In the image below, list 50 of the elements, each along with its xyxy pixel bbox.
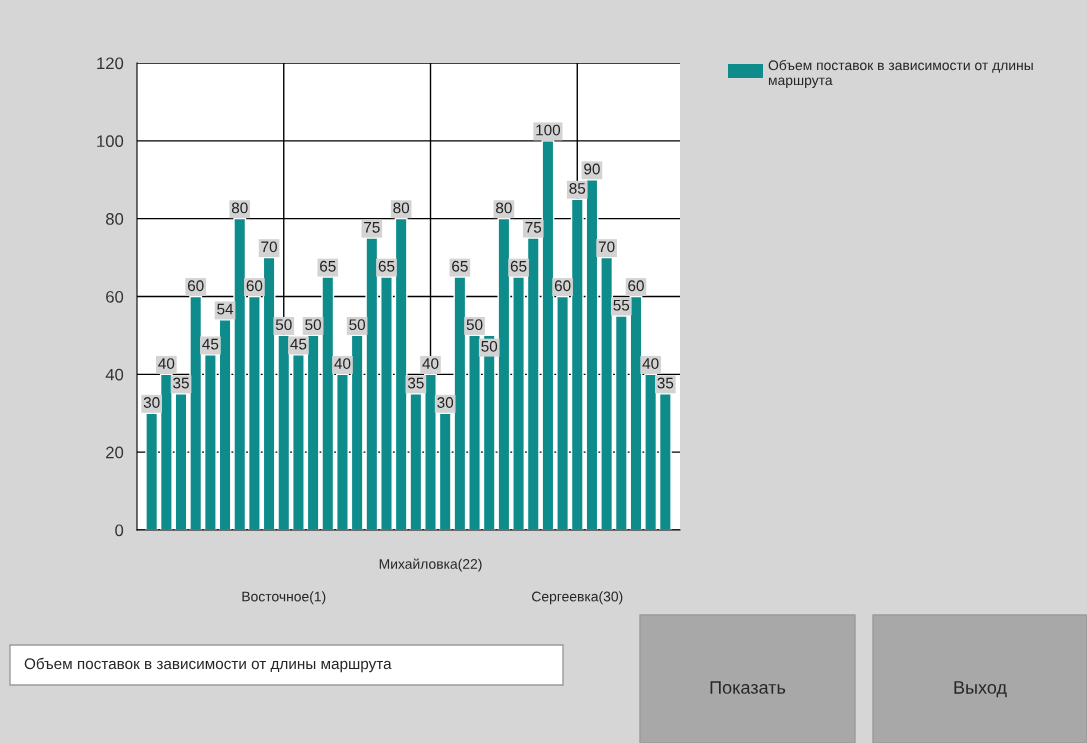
y-tick-label: 20 bbox=[106, 446, 124, 459]
data-label: 50 bbox=[305, 319, 322, 331]
x-tick-label: Сергеевка(30) bbox=[532, 591, 623, 605]
data-label: 75 bbox=[525, 222, 542, 233]
data-label: 60 bbox=[554, 280, 571, 292]
data-label: 50 bbox=[481, 340, 498, 352]
data-label: 65 bbox=[510, 260, 527, 272]
data-label: 85 bbox=[569, 183, 586, 194]
data-label: 70 bbox=[598, 241, 615, 253]
data-label: 35 bbox=[657, 377, 674, 389]
x-tick-label: Восточное(1) bbox=[242, 591, 326, 605]
data-label: 80 bbox=[496, 202, 512, 214]
data-label: 35 bbox=[407, 377, 424, 389]
data-label: 80 bbox=[231, 202, 248, 214]
y-tick-label: 100 bbox=[97, 135, 124, 148]
data-label: 65 bbox=[452, 260, 468, 272]
data-label: 55 bbox=[613, 299, 630, 311]
data-label: 80 bbox=[393, 202, 410, 214]
text: Объем поставок в зависимости от длины маршрута bbox=[24, 657, 392, 673]
data-label: 45 bbox=[290, 338, 307, 350]
legend-label: Объем поставок в зависимости от длины маршрута bbox=[768, 59, 1033, 88]
data-label: 70 bbox=[261, 241, 277, 253]
data-label: 100 bbox=[536, 124, 561, 136]
data-label: 60 bbox=[246, 280, 263, 292]
data-label: 40 bbox=[422, 358, 439, 369]
y-tick-label: 120 bbox=[97, 57, 124, 70]
text: Выход bbox=[954, 681, 1007, 698]
x-tick-label: Михайловка(22) bbox=[379, 558, 482, 572]
y-tick-label: 80 bbox=[105, 213, 124, 225]
data-label: 90 bbox=[584, 163, 600, 175]
data-label: 40 bbox=[334, 358, 351, 369]
data-label: 60 bbox=[628, 280, 644, 292]
data-label: 50 bbox=[275, 319, 292, 331]
y-tick-label: 40 bbox=[105, 368, 124, 381]
data-label: 75 bbox=[364, 222, 380, 233]
data-label: 35 bbox=[173, 377, 189, 389]
data-label: 65 bbox=[320, 260, 336, 272]
data-label: 65 bbox=[378, 260, 395, 272]
y-tick-label: 60 bbox=[106, 290, 124, 303]
y-tick-label: 0 bbox=[115, 524, 124, 537]
data-label: 60 bbox=[187, 280, 204, 292]
data-label: 54 bbox=[217, 303, 234, 315]
data-label: 40 bbox=[158, 358, 175, 369]
data-label: 40 bbox=[642, 358, 659, 369]
data-label: 50 bbox=[466, 319, 483, 331]
data-label: 45 bbox=[202, 338, 219, 350]
data-label: 30 bbox=[143, 397, 160, 408]
data-label: 30 bbox=[437, 397, 454, 408]
data-label: 50 bbox=[349, 319, 366, 331]
text: Показать bbox=[710, 681, 786, 694]
